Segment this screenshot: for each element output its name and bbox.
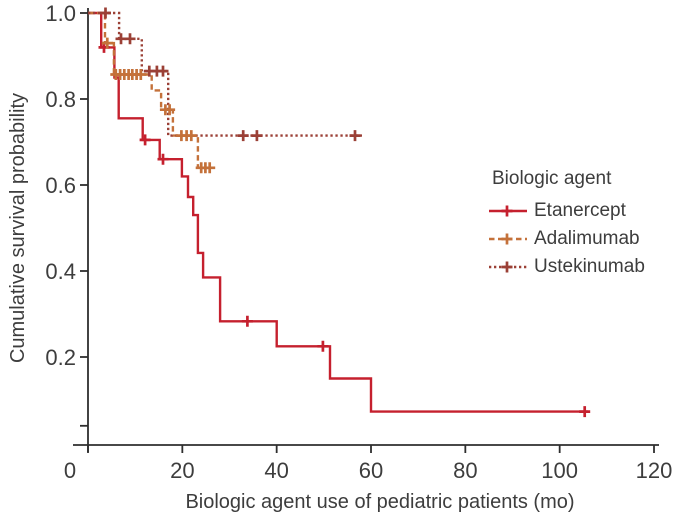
- legend-item-label: Adalimumab: [534, 228, 640, 249]
- legend-item-label: Ustekinumab: [534, 256, 645, 277]
- etanercept-line-sample-icon: [489, 205, 527, 217]
- x-tick-label: 60: [359, 458, 383, 483]
- censor-plus-mark: [101, 37, 113, 49]
- legend-item-adalimumab: Adalimumab: [489, 225, 645, 253]
- censor-plus-mark: [157, 153, 169, 165]
- censor-plus-mark: [204, 162, 216, 174]
- x-tick-label: 0: [64, 458, 76, 483]
- x-tick-label: 100: [541, 458, 578, 483]
- legend-item-label: Etanercept: [534, 200, 626, 221]
- censor-plus-mark: [157, 65, 169, 77]
- adalimumab-survival-curve: [88, 11, 212, 169]
- censor-plus-mark: [164, 104, 176, 116]
- y-axis-title: Cumulative survival probability: [7, 93, 29, 363]
- censor-plus-mark: [237, 130, 249, 142]
- x-tick-label: 120: [636, 458, 673, 483]
- censor-plus-mark: [317, 340, 329, 352]
- y-tick-label: 0.6: [45, 173, 76, 198]
- y-tick-label: 0.8: [45, 87, 76, 112]
- censor-plus-mark: [241, 315, 253, 327]
- legend-plus-mark: [501, 233, 513, 245]
- x-axis-title: Biologic agent use of pediatric patients…: [185, 491, 574, 513]
- ustekinumab-censor-marks: [100, 7, 361, 142]
- legend-plus-mark: [501, 205, 513, 217]
- ustekinumab-line-sample-icon: [489, 261, 527, 273]
- adalimumab-censor-marks: [101, 37, 216, 174]
- legend-item-ustekinumab: Ustekinumab: [489, 253, 645, 281]
- censor-plus-mark: [100, 7, 111, 19]
- censor-plus-mark: [139, 134, 151, 146]
- y-tick-label: 1.0: [45, 1, 76, 26]
- legend-item-etanercept: Etanercept: [489, 197, 645, 225]
- censor-plus-mark: [185, 130, 197, 142]
- x-tick-label: 80: [453, 458, 477, 483]
- legend-plus-mark: [501, 261, 513, 273]
- censor-plus-mark: [579, 406, 591, 418]
- adalimumab-line-sample-icon: [489, 233, 527, 245]
- etanercept-survival-curve: [88, 11, 588, 413]
- legend-title: Biologic agent: [492, 168, 612, 189]
- censor-plus-mark: [124, 33, 136, 45]
- x-tick-label: 40: [264, 458, 288, 483]
- censor-plus-mark: [135, 69, 147, 80]
- legend: Biologic agent Etanercept Adalimumab Ust…: [489, 167, 645, 281]
- censor-plus-mark: [349, 130, 361, 142]
- censor-plus-mark: [251, 130, 263, 142]
- x-tick-label: 20: [170, 458, 194, 483]
- y-tick-label: 0.4: [45, 259, 76, 284]
- ustekinumab-survival-curve: [88, 11, 362, 137]
- y-tick-label: 0.2: [45, 345, 76, 370]
